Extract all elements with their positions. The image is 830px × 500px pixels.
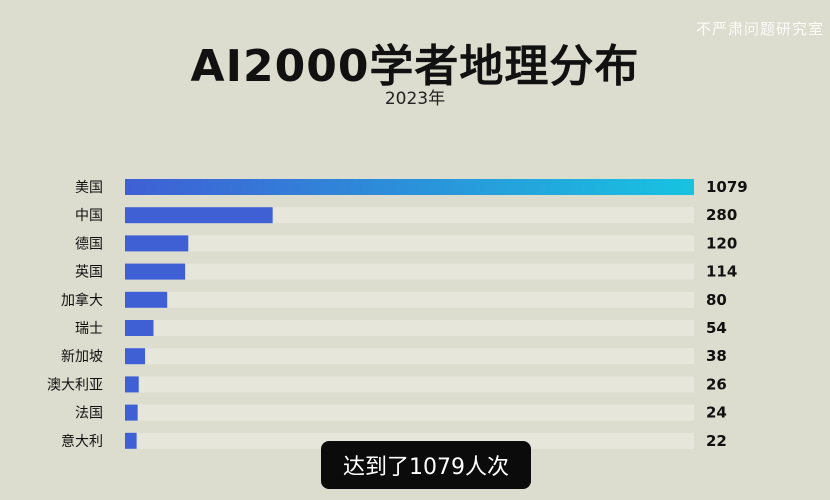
category-label: 美国	[75, 180, 103, 196]
bar	[125, 263, 186, 280]
category-label: 英国	[75, 264, 103, 281]
value-label: 280	[706, 206, 737, 224]
value-label: 114	[706, 263, 737, 281]
bar	[125, 235, 189, 252]
category-label: 澳大利亚	[47, 377, 103, 393]
bar-track	[125, 348, 694, 365]
bar-track	[125, 235, 694, 252]
chart-title: AI2000学者地理分布	[190, 41, 640, 92]
subtitle-caption: 达到了1079人次	[321, 441, 531, 489]
value-label: 38	[706, 347, 727, 365]
value-label: 24	[706, 404, 727, 422]
bar	[125, 179, 694, 195]
bar	[125, 291, 168, 308]
category-label: 中国	[75, 208, 103, 224]
bar-track	[125, 404, 694, 421]
bar-track	[125, 432, 694, 449]
bar	[125, 320, 154, 336]
value-label: 26	[706, 375, 727, 393]
bar-track	[125, 291, 694, 308]
value-label: 1079	[706, 178, 748, 196]
value-label: 80	[706, 291, 727, 309]
bar	[125, 404, 138, 421]
value-label: 54	[706, 319, 727, 337]
bar	[125, 207, 273, 224]
bar	[125, 432, 137, 449]
watermark: 不严肃问题研究室	[695, 20, 824, 38]
value-label: 22	[706, 432, 727, 450]
category-label: 法国	[75, 406, 103, 422]
bar-track	[125, 320, 694, 336]
bar-track	[125, 376, 694, 393]
category-label: 德国	[75, 236, 103, 252]
value-label: 120	[706, 234, 737, 252]
category-label: 加拿大	[61, 292, 103, 309]
bar-track	[125, 263, 694, 280]
category-label: 瑞士	[75, 321, 103, 337]
category-label: 新加坡	[61, 349, 103, 365]
category-label: 意大利	[61, 433, 103, 450]
bar	[125, 376, 139, 393]
bar	[125, 348, 146, 365]
chart-subtitle: 2023年	[384, 89, 446, 109]
